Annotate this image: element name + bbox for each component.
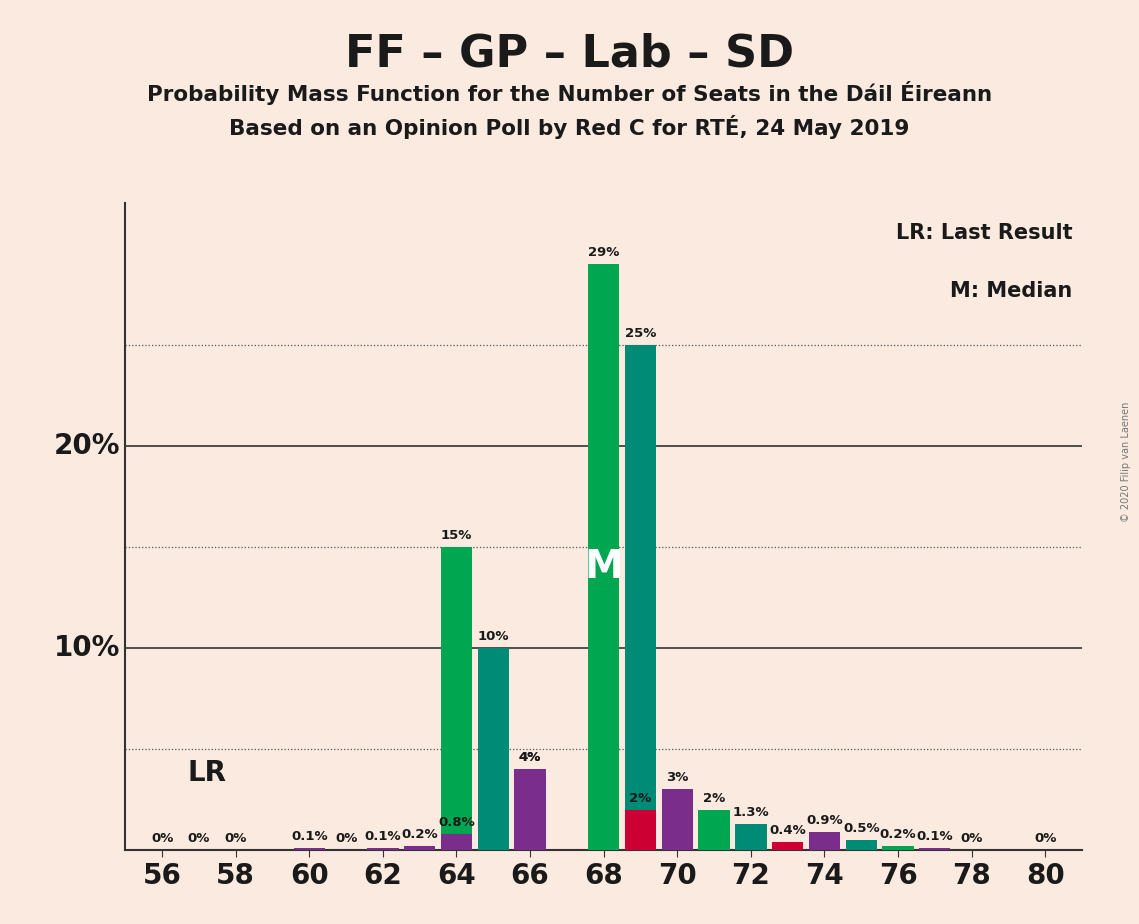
Bar <box>625 345 656 850</box>
Text: FF – GP – Lab – SD: FF – GP – Lab – SD <box>345 32 794 76</box>
Text: 4%: 4% <box>519 751 541 764</box>
Text: 0.1%: 0.1% <box>290 830 328 843</box>
Text: 0%: 0% <box>1034 832 1057 845</box>
Text: LR: Last Result: LR: Last Result <box>896 223 1073 243</box>
Text: 0%: 0% <box>188 832 210 845</box>
Text: 0%: 0% <box>335 832 358 845</box>
Bar <box>441 833 472 850</box>
Bar <box>404 846 435 850</box>
Text: 2%: 2% <box>703 792 726 805</box>
Text: 0.2%: 0.2% <box>879 828 917 841</box>
Bar <box>845 840 877 850</box>
Bar <box>294 848 325 850</box>
Bar <box>772 842 803 850</box>
Text: 0.5%: 0.5% <box>843 822 879 835</box>
Text: 4%: 4% <box>519 751 541 764</box>
Bar <box>662 789 693 850</box>
Text: Probability Mass Function for the Number of Seats in the Dáil Éireann: Probability Mass Function for the Number… <box>147 81 992 105</box>
Text: 25%: 25% <box>625 327 656 340</box>
Bar <box>515 769 546 850</box>
Text: 10%: 10% <box>477 630 509 643</box>
Text: 0%: 0% <box>960 832 983 845</box>
Text: 15%: 15% <box>441 529 473 541</box>
Bar <box>919 848 950 850</box>
Bar <box>736 824 767 850</box>
Bar <box>698 809 730 850</box>
Text: © 2020 Filip van Laenen: © 2020 Filip van Laenen <box>1121 402 1131 522</box>
Text: 0%: 0% <box>150 832 173 845</box>
Text: M: M <box>584 548 623 586</box>
Text: 0%: 0% <box>224 832 247 845</box>
Text: 20%: 20% <box>54 432 121 460</box>
Bar <box>883 846 913 850</box>
Text: 0.2%: 0.2% <box>401 828 439 841</box>
Text: LR: LR <box>188 760 227 787</box>
Text: 0.9%: 0.9% <box>806 814 843 827</box>
Text: 0.1%: 0.1% <box>917 830 953 843</box>
Bar <box>367 848 399 850</box>
Text: 3%: 3% <box>666 772 688 784</box>
Bar <box>515 769 546 850</box>
Text: 0.8%: 0.8% <box>439 816 475 829</box>
Text: 0.1%: 0.1% <box>364 830 401 843</box>
Text: Based on an Opinion Poll by Red C for RTÉ, 24 May 2019: Based on an Opinion Poll by Red C for RT… <box>229 115 910 139</box>
Bar <box>404 846 435 850</box>
Bar <box>441 547 472 850</box>
Bar <box>625 809 656 850</box>
Bar <box>588 264 620 850</box>
Bar <box>477 648 509 850</box>
Text: 0.4%: 0.4% <box>769 824 806 837</box>
Text: M: Median: M: Median <box>950 281 1073 301</box>
Text: 29%: 29% <box>588 246 620 259</box>
Text: 10%: 10% <box>55 634 121 662</box>
Text: 1.3%: 1.3% <box>732 806 769 819</box>
Bar <box>809 832 841 850</box>
Text: 2%: 2% <box>630 792 652 805</box>
